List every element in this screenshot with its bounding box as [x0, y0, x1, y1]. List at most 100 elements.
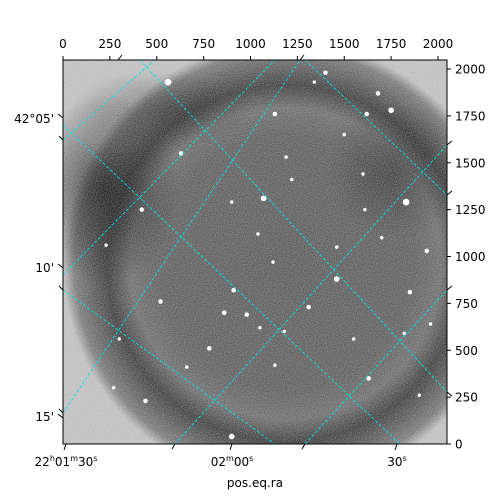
star-7 — [139, 207, 144, 212]
star-29 — [143, 398, 148, 404]
star-26 — [117, 337, 121, 341]
world-tick-14 — [446, 391, 453, 397]
world-tick-16 — [301, 443, 306, 450]
world-tick-5 — [57, 413, 64, 419]
star-37 — [258, 326, 262, 330]
star-16 — [207, 346, 212, 351]
ra-tick-label-0230: 30s — [387, 454, 406, 469]
star-5 — [260, 195, 267, 202]
world-tick-11 — [446, 190, 453, 196]
star-33 — [351, 337, 356, 341]
grid-line-8 — [304, 60, 447, 196]
star-0 — [402, 198, 410, 206]
star-30 — [228, 433, 235, 440]
grid-line-2 — [63, 60, 156, 141]
star-35 — [428, 322, 433, 326]
star-18 — [222, 310, 227, 315]
star-12 — [407, 289, 413, 295]
stars — [104, 70, 433, 440]
world-tick-2 — [394, 443, 398, 451]
world-tick-12 — [446, 140, 453, 146]
star-3 — [272, 111, 278, 117]
star-36 — [335, 245, 339, 249]
star-2 — [164, 78, 172, 86]
star-27 — [273, 363, 277, 367]
dec-tick-label-15: 15' — [35, 410, 54, 424]
star-17 — [158, 299, 163, 304]
star-13 — [366, 376, 371, 381]
star-20 — [312, 80, 316, 84]
star-1 — [388, 107, 394, 114]
right-tick-label-1500: 1500 — [455, 156, 486, 170]
grid-line-5 — [63, 289, 276, 444]
top-tick-label-1750: 1750 — [376, 37, 407, 51]
star-34 — [364, 111, 369, 117]
star-21 — [256, 232, 260, 236]
star-32 — [284, 155, 288, 159]
star-15 — [230, 200, 234, 204]
x-axis-label: pos.eq.ra — [227, 476, 283, 490]
top-tick-label-1000: 1000 — [235, 37, 266, 51]
top-tick-label-250: 250 — [98, 37, 121, 51]
dec-tick-label-05: 42°05' — [14, 112, 54, 126]
star-42 — [363, 207, 367, 212]
ticks — [57, 54, 453, 451]
world-tick-13 — [446, 285, 453, 291]
grid-line-7 — [139, 60, 447, 393]
world-tick-3 — [57, 113, 64, 119]
grid-line-6 — [63, 124, 401, 444]
star-28 — [185, 365, 189, 369]
ra-tick-label-0130: 22h01m30s — [35, 454, 98, 469]
top-tick-label-1500: 1500 — [329, 37, 360, 51]
top-tick-label-500: 500 — [145, 37, 168, 51]
top-tick-label-0: 0 — [59, 37, 67, 51]
dec-tick-labels: 42°05' 10' 15' — [14, 112, 54, 424]
grid-line-0 — [63, 60, 301, 414]
star-41 — [342, 132, 346, 137]
right-tick-label-0: 0 — [455, 438, 463, 452]
top-tick-label-2000: 2000 — [423, 37, 454, 51]
star-43 — [282, 329, 286, 334]
star-24 — [380, 236, 384, 240]
right-tick-label-500: 500 — [455, 344, 478, 358]
star-31 — [402, 331, 406, 336]
right-tick-label-750: 750 — [455, 297, 478, 311]
star-22 — [271, 260, 275, 264]
world-tick-0 — [63, 443, 67, 451]
ra-tick-labels: 22h01m30s 02m00s 30s — [35, 454, 407, 469]
right-tick-label-1250: 1250 — [455, 203, 486, 217]
world-tick-8 — [58, 408, 64, 414]
coordinate-grid — [63, 60, 447, 444]
star-4 — [231, 288, 236, 293]
world-tick-9 — [117, 54, 123, 61]
world-tick-7 — [58, 285, 64, 291]
right-tick-label-2000: 2000 — [455, 63, 486, 77]
sky-image — [63, 60, 447, 444]
world-tick-4 — [57, 263, 64, 269]
right-tick-label-250: 250 — [455, 391, 478, 405]
top-tick-label-750: 750 — [192, 37, 215, 51]
star-8 — [333, 276, 340, 282]
ra-tick-label-0200: 02m00s — [211, 454, 254, 469]
star-11 — [375, 91, 381, 96]
right-tick-label-1000: 1000 — [455, 250, 486, 264]
star-23 — [361, 172, 365, 176]
star-40 — [290, 177, 294, 182]
grid-line-3 — [174, 144, 447, 444]
top-tick-label-1250: 1250 — [282, 37, 313, 51]
star-6 — [178, 151, 184, 156]
world-tick-15 — [171, 443, 176, 450]
star-25 — [104, 243, 108, 247]
star-10 — [323, 70, 328, 75]
star-9 — [306, 304, 311, 310]
star-39 — [417, 393, 421, 397]
dec-tick-label-10: 10' — [35, 261, 54, 275]
world-tick-10 — [299, 54, 305, 61]
star-38 — [111, 386, 116, 390]
grid-line-1 — [63, 60, 276, 276]
star-19 — [244, 312, 249, 317]
axes-frame — [62, 59, 448, 445]
world-tick-6 — [58, 135, 64, 141]
world-tick-1 — [229, 443, 233, 451]
